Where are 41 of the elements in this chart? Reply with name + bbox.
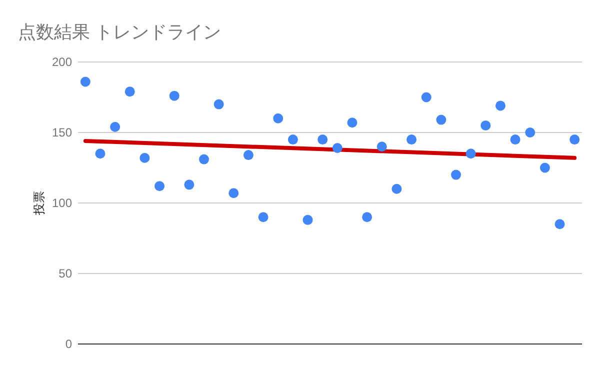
point [525, 128, 536, 138]
y-tick-label: 0 [65, 337, 72, 351]
point [570, 134, 580, 145]
point [318, 134, 328, 145]
y-axis-title: 投票 [32, 191, 46, 216]
point [302, 214, 313, 225]
point [392, 184, 402, 194]
point [140, 152, 150, 163]
point [243, 150, 254, 160]
point [332, 143, 342, 154]
y-tick-label: 50 [58, 266, 72, 280]
point [80, 76, 90, 87]
point [154, 181, 165, 192]
point [228, 188, 239, 198]
point [510, 134, 520, 145]
point [214, 99, 224, 110]
point [480, 120, 491, 130]
point [124, 86, 135, 97]
point [258, 212, 268, 222]
y-tick-label: 150 [52, 126, 72, 140]
point [110, 122, 120, 132]
point [406, 134, 417, 145]
point [554, 219, 565, 230]
point [376, 142, 387, 152]
point [451, 170, 461, 180]
chart-title: 点数結果 トレンドライン [18, 22, 222, 42]
point [184, 180, 194, 190]
point [436, 114, 446, 125]
point [95, 148, 106, 159]
point [540, 162, 550, 173]
point [199, 154, 209, 164]
point [347, 118, 358, 128]
point [273, 113, 284, 124]
point [495, 100, 506, 111]
point [466, 148, 476, 159]
point [362, 212, 372, 222]
point [288, 134, 298, 145]
y-tick-label: 100 [52, 196, 72, 210]
y-tick-label: 200 [52, 55, 72, 69]
point [421, 92, 432, 102]
point [169, 90, 180, 101]
